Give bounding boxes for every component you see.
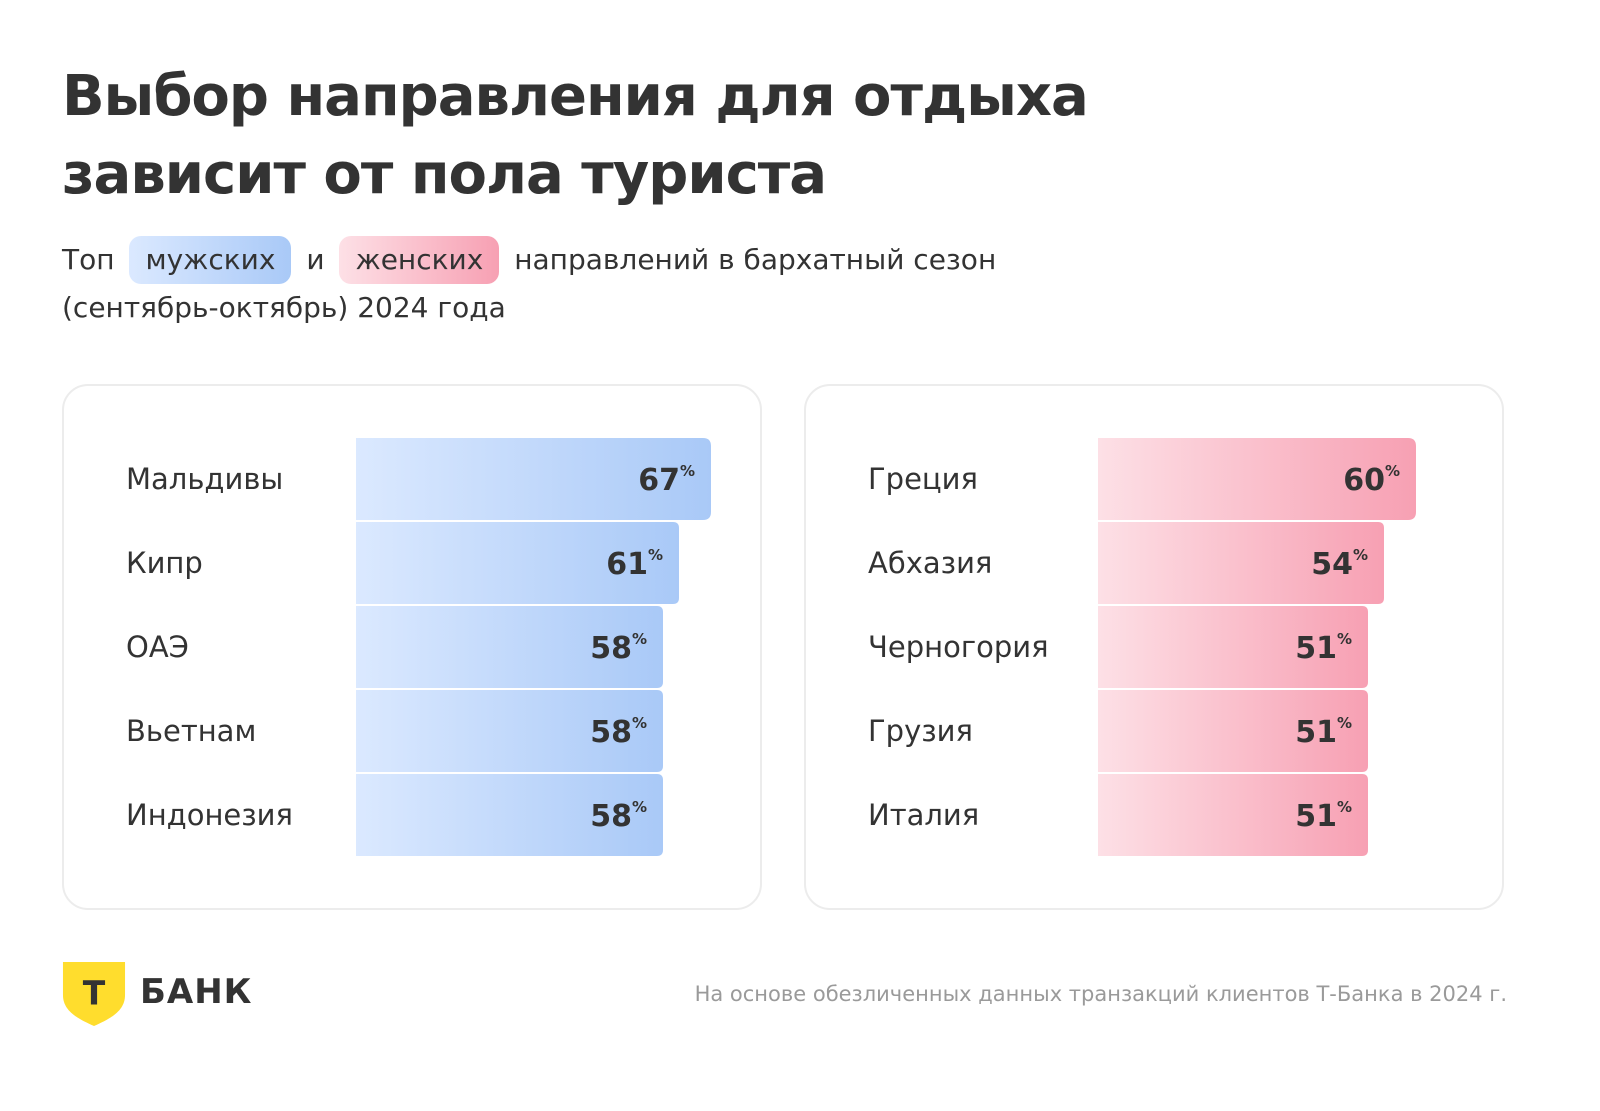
subtitle-line-2: (сентябрь-октябрь) 2024 года bbox=[62, 291, 506, 324]
value-label: 54% bbox=[1311, 546, 1368, 582]
logo-letter: Т bbox=[83, 974, 106, 1013]
category-label: Италия bbox=[868, 798, 979, 832]
bar-row: Вьетнам 58% bbox=[126, 690, 663, 772]
category-label: Абхазия bbox=[868, 546, 992, 580]
category-label: Черногория bbox=[868, 630, 1049, 664]
bar bbox=[1098, 774, 1368, 856]
value-label: 61% bbox=[606, 546, 663, 582]
bar bbox=[356, 522, 679, 604]
bar bbox=[1098, 438, 1416, 520]
title-line-2: зависит от пола туриста bbox=[62, 142, 827, 207]
footnote: На основе обезличенных данных транзакций… bbox=[694, 982, 1507, 1006]
bar-row: Греция 60% bbox=[868, 438, 1416, 520]
value-label: 51% bbox=[1295, 798, 1352, 834]
value-label: 51% bbox=[1295, 714, 1352, 750]
category-label: Индонезия bbox=[126, 798, 293, 832]
subtitle-line-1: Топ мужских и женских направлений в барх… bbox=[62, 236, 1162, 284]
bar-row: ОАЭ 58% bbox=[126, 606, 663, 688]
bar-row: Черногория 51% bbox=[868, 606, 1368, 688]
subtitle-conjunction: и bbox=[306, 243, 325, 276]
bar-row: Кипр 61% bbox=[126, 522, 679, 604]
subtitle-suffix: направлений в бархатный сезон bbox=[514, 243, 997, 276]
bar-row: Италия 51% bbox=[868, 774, 1368, 856]
bar bbox=[356, 774, 663, 856]
value-label: 58% bbox=[590, 714, 647, 750]
bar-row: Грузия 51% bbox=[868, 690, 1368, 772]
subtitle-prefix: Топ bbox=[62, 243, 115, 276]
bar bbox=[356, 690, 663, 772]
bar bbox=[1098, 690, 1368, 772]
category-label: Вьетнам bbox=[126, 714, 256, 748]
category-label: Мальдивы bbox=[126, 462, 283, 496]
female-tag: женских bbox=[339, 236, 500, 284]
bar-row: Индонезия 58% bbox=[126, 774, 663, 856]
t-bank-logo-icon: Т bbox=[62, 962, 126, 1026]
male-tag: мужских bbox=[129, 236, 292, 284]
value-label: 51% bbox=[1295, 630, 1352, 666]
bar bbox=[1098, 522, 1384, 604]
bar bbox=[1098, 606, 1368, 688]
female-destinations-panel: Греция 60% Абхазия 54% Черногория 51% Грузия 51… bbox=[804, 384, 1504, 910]
category-label: Кипр bbox=[126, 546, 203, 580]
value-label: 58% bbox=[590, 630, 647, 666]
value-label: 60% bbox=[1343, 462, 1400, 498]
subtitle: Топ мужских и женских направлений в барх… bbox=[62, 236, 1162, 332]
value-label: 58% bbox=[590, 798, 647, 834]
male-destinations-chart: Мальдивы 67%Кипр 61%ОАЭ 58%Вьетнам 58%Индоне… bbox=[126, 438, 711, 856]
male-destinations-panel: Мальдивы 67% Кипр 61% ОАЭ 58% Вьетнам 58% Индоне… bbox=[62, 384, 762, 910]
page-title: Выбор направления для отдыха зависит от … bbox=[62, 58, 1262, 214]
value-label: 67% bbox=[638, 462, 695, 498]
category-label: ОАЭ bbox=[126, 630, 189, 664]
bar-row: Мальдивы 67% bbox=[126, 438, 711, 520]
bar bbox=[356, 606, 663, 688]
category-label: Грузия bbox=[868, 714, 973, 748]
bar-row: Абхазия 54% bbox=[868, 522, 1384, 604]
bar bbox=[356, 438, 711, 520]
category-label: Греция bbox=[868, 462, 978, 496]
title-line-1: Выбор направления для отдыха bbox=[62, 64, 1089, 129]
female-destinations-chart: Греция 60% Абхазия 54% Черногория 51% Грузия 51… bbox=[868, 438, 1416, 856]
brand-name: БАНК bbox=[140, 972, 253, 1012]
